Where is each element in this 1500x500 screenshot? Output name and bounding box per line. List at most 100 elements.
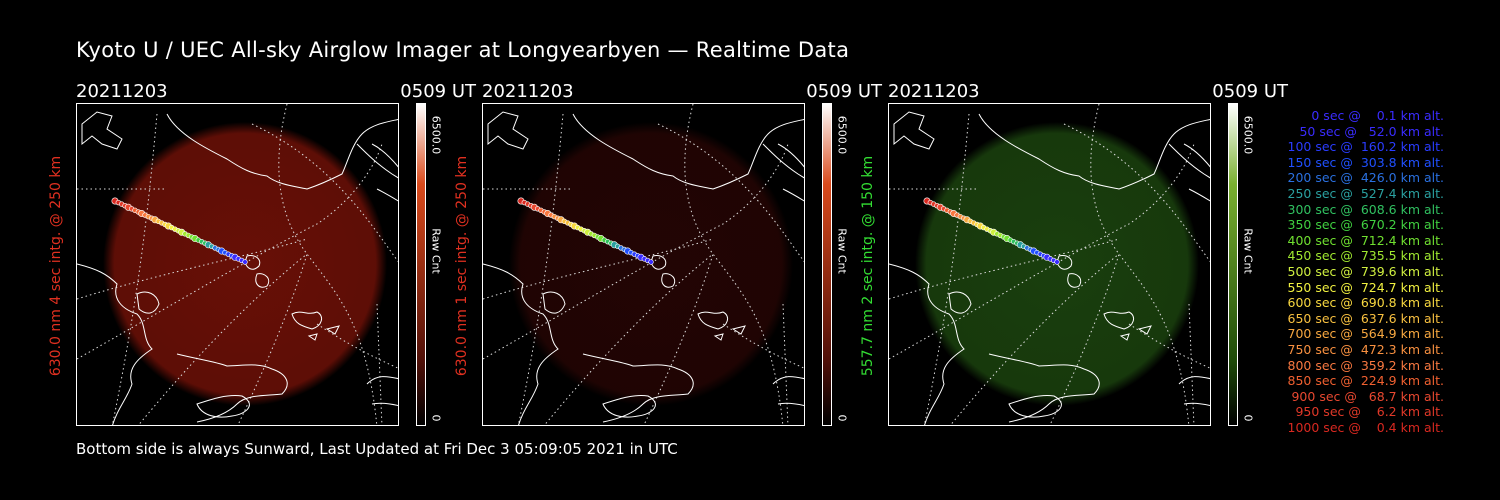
grid-line <box>1128 323 1210 369</box>
coastline <box>948 291 972 314</box>
coastline <box>244 255 261 270</box>
grid-line <box>657 123 804 263</box>
coastline <box>1168 143 1210 179</box>
coastline <box>762 143 804 179</box>
legend-item: 850 sec @ 224.9 km alt. <box>1287 373 1444 389</box>
grid-line <box>1063 123 1210 263</box>
grid-line <box>889 238 1120 300</box>
allsky-map <box>482 103 805 426</box>
colorbar-min-label: 0 <box>835 414 849 422</box>
coastline <box>483 263 559 425</box>
legend-item: 500 sec @ 739.6 km alt. <box>1287 263 1444 279</box>
legend-item: 1000 sec @ 0.4 km alt. <box>1287 419 1444 435</box>
legend-item: 150 sec @ 303.8 km alt. <box>1287 154 1444 170</box>
airglow-panel-1: 20211203 0509 UT 630.0 nm 4 sec intg. @ … <box>48 81 476 431</box>
coastline <box>978 113 1210 190</box>
coastline <box>582 353 694 423</box>
panel-time: 0509 UT <box>806 81 882 102</box>
coastline <box>196 395 250 418</box>
coastline <box>371 143 398 202</box>
grid-line <box>517 113 564 425</box>
coastline <box>1067 273 1082 288</box>
coastline <box>77 263 153 425</box>
coastline <box>889 263 965 425</box>
legend-item: 550 sec @ 724.7 km alt. <box>1287 279 1444 295</box>
legend-item: 700 sec @ 564.9 km alt. <box>1287 326 1444 342</box>
satellite-track-point <box>648 259 654 265</box>
coastline <box>988 353 1100 423</box>
legend-item: 250 sec @ 527.4 km alt. <box>1287 185 1444 201</box>
coastline <box>1178 376 1210 407</box>
panel-date: 20211203 <box>482 81 574 102</box>
colorbar <box>416 103 426 426</box>
coastline <box>487 111 529 150</box>
legend-item: 50 sec @ 52.0 km alt. <box>1299 123 1444 139</box>
allsky-map <box>888 103 1211 426</box>
colorbar-max-label: 6500.0 <box>835 115 849 155</box>
grid-line <box>1090 104 1190 425</box>
satellite-track-point <box>242 259 248 265</box>
panel-date: 20211203 <box>888 81 980 102</box>
grid-line <box>722 323 804 369</box>
grid-line <box>1049 253 1120 425</box>
coastline <box>777 143 804 202</box>
coastline <box>772 376 804 407</box>
grid-line <box>237 253 308 425</box>
panel-time: 0509 UT <box>1212 81 1288 102</box>
coastline <box>366 376 398 407</box>
coastline <box>1008 395 1062 418</box>
colorbar-min-label: 0 <box>429 414 443 422</box>
colorbar-unit-label: Raw Cnt <box>1241 228 1255 274</box>
coastline <box>1119 325 1152 341</box>
allsky-map <box>76 103 399 426</box>
coastline <box>661 273 676 288</box>
satellite-altitude-legend: 0 sec @ 0.1 km alt. 50 sec @ 52.0 km alt… <box>1262 108 1444 435</box>
grid-line <box>278 104 378 425</box>
coastline <box>713 325 746 341</box>
legend-item: 100 sec @ 160.2 km alt. <box>1287 139 1444 155</box>
coastline <box>697 311 729 330</box>
coastline <box>255 273 270 288</box>
coastline <box>291 311 323 330</box>
colorbar <box>1228 103 1238 426</box>
legend-item: 0 sec @ 0.1 km alt. <box>1311 108 1444 123</box>
coastline <box>572 113 804 190</box>
satellite-track-point <box>1054 259 1060 265</box>
colorbar <box>822 103 832 426</box>
coastline <box>166 113 398 190</box>
coastline <box>542 291 566 314</box>
grid-line <box>1188 303 1195 425</box>
colorbar-max-label: 6500.0 <box>429 115 443 155</box>
panel-time: 0509 UT <box>400 81 476 102</box>
grid-line <box>376 303 383 425</box>
colorbar-min-label: 0 <box>1241 414 1255 422</box>
legend-item: 200 sec @ 426.0 km alt. <box>1287 170 1444 186</box>
legend-item: 800 sec @ 359.2 km alt. <box>1287 357 1444 373</box>
airglow-panel-2: 20211203 0509 UT 630.0 nm 1 sec intg. @ … <box>454 81 882 431</box>
coastline <box>1103 311 1135 330</box>
coastline <box>176 353 288 423</box>
grid-line <box>77 238 308 300</box>
footer-note: Bottom side is always Sunward, Last Upda… <box>76 440 678 458</box>
grid-line <box>316 323 398 369</box>
colorbar-max-label: 6500.0 <box>1241 115 1255 155</box>
coastline <box>307 325 340 341</box>
grid-line <box>643 253 714 425</box>
legend-item: 900 sec @ 68.7 km alt. <box>1291 388 1444 404</box>
coastline <box>893 111 935 150</box>
grid-line <box>483 238 714 300</box>
grid-line <box>782 303 789 425</box>
grid-line <box>111 113 158 425</box>
grid-line <box>251 123 398 263</box>
colorbar-unit-label: Raw Cnt <box>835 228 849 274</box>
coastline <box>136 291 160 314</box>
legend-item: 350 sec @ 670.2 km alt. <box>1287 217 1444 233</box>
coastline <box>1056 255 1073 270</box>
legend-item: 600 sec @ 690.8 km alt. <box>1287 295 1444 311</box>
colorbar-unit-label: Raw Cnt <box>429 228 443 274</box>
panel-date: 20211203 <box>76 81 168 102</box>
coastline <box>81 111 123 150</box>
legend-item: 400 sec @ 712.4 km alt. <box>1287 232 1444 248</box>
legend-item: 750 sec @ 472.3 km alt. <box>1287 341 1444 357</box>
legend-item: 300 sec @ 608.6 km alt. <box>1287 201 1444 217</box>
